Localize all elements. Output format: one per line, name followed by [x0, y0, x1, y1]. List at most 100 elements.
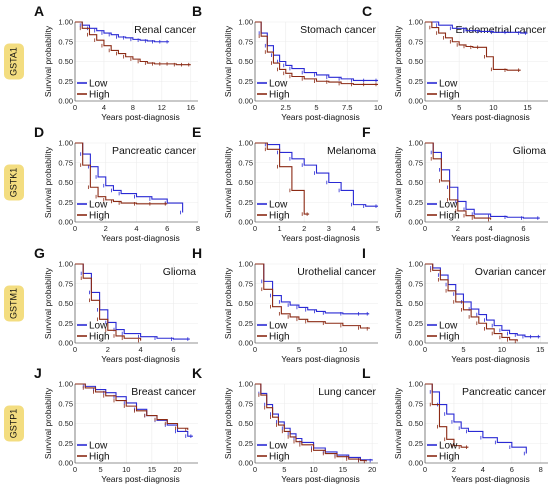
x-tick-label: 5 [376, 224, 380, 233]
y-tick-label: 0.25 [408, 319, 423, 328]
panel-letter: F [362, 124, 371, 140]
y-tick-label: 0.50 [58, 419, 73, 428]
panel-letter: D [34, 124, 44, 140]
y-tick-label: 0.00 [238, 459, 253, 468]
x-tick-label: 12 [158, 103, 166, 112]
y-tick-label: 0.25 [58, 77, 73, 86]
legend-label-low: Low [269, 200, 288, 211]
panel-letter: A [34, 3, 44, 19]
y-axis-label: Survival probability [393, 387, 403, 459]
x-tick-label: 5 [99, 465, 103, 474]
y-tick-label: 0.75 [238, 37, 253, 46]
km-curve-high [425, 142, 492, 220]
panel-title: Pancreatic cancer [462, 386, 547, 398]
y-tick-label: 0.00 [238, 218, 253, 227]
panel-letter: H [192, 245, 202, 261]
panel-letter: K [192, 365, 202, 381]
legend-label-low: Low [269, 79, 288, 90]
legend-label-high: High [439, 452, 460, 463]
y-tick-label: 0.00 [408, 218, 423, 227]
legend-label-high: High [269, 452, 290, 463]
y-tick-label: 0.25 [58, 198, 73, 207]
gene-badge-gstm1: GSTM1 [4, 285, 24, 322]
y-tick-label: 0.75 [58, 158, 73, 167]
panel-e: E 0.00 0.25 0.50 0.75 1.00 0 1 2 3 4 5 Survival prob… [192, 124, 380, 243]
x-tick-label: 10 [498, 345, 506, 354]
y-axis-label: Survival probability [223, 267, 233, 339]
km-curve-low [75, 263, 190, 340]
y-axis-label: Survival probability [223, 146, 233, 218]
gene-label: GSTP1 [8, 409, 18, 439]
panel-title: Urothelial cancer [297, 266, 376, 278]
x-tick-label: 2 [106, 345, 110, 354]
y-tick-label: 0.75 [58, 279, 73, 288]
y-tick-label: 0.25 [408, 198, 423, 207]
panel-l: L 0.00 0.25 0.50 0.75 1.00 0 2 4 6 8 Survival proba… [362, 365, 548, 484]
x-tick-label: 3 [327, 224, 331, 233]
y-tick-label: 1.00 [58, 18, 73, 27]
panel-f: F 0.00 0.25 0.50 0.75 1.00 0 2 4 6 Survival probab… [362, 124, 548, 243]
panel-i: I 0.00 0.25 0.50 0.75 1.00 0 5 10 15 Survival prob… [362, 245, 548, 364]
x-tick-label: 2.5 [281, 103, 291, 112]
y-tick-label: 0.75 [238, 279, 253, 288]
legend-label-high: High [439, 90, 460, 101]
x-axis-label: Years post-diagnosis [101, 474, 180, 484]
x-axis-label: Years post-diagnosis [281, 354, 360, 364]
legend-label-low: Low [89, 441, 108, 452]
x-axis-label: Years post-diagnosis [451, 233, 530, 243]
x-tick-label: 0 [253, 465, 257, 474]
panel-letter: C [362, 3, 372, 19]
y-tick-label: 0.75 [408, 37, 423, 46]
x-tick-label: 4 [481, 465, 485, 474]
y-axis-label: Survival probability [43, 25, 53, 97]
y-tick-label: 0.50 [408, 57, 423, 66]
gene-badge-gstk1: GSTK1 [4, 164, 24, 201]
panel-letter: E [192, 124, 201, 140]
km-curve-high [425, 263, 518, 342]
y-tick-label: 0.50 [408, 178, 423, 187]
legend-label-low: Low [439, 441, 458, 452]
x-tick-label: 2 [302, 224, 306, 233]
y-tick-label: 0.50 [238, 419, 253, 428]
legend-label-high: High [89, 452, 110, 463]
km-curve-high [255, 263, 370, 329]
x-tick-label: 0 [423, 345, 427, 354]
legend-label-low: Low [439, 200, 458, 211]
y-tick-label: 0.25 [58, 439, 73, 448]
y-tick-label: 0.00 [238, 97, 253, 106]
y-tick-label: 0.50 [408, 299, 423, 308]
panel-title: Stomach cancer [300, 24, 376, 36]
y-tick-label: 1.00 [408, 139, 423, 148]
km-curve-low [425, 21, 528, 34]
y-axis-label: Survival probability [43, 146, 53, 218]
gene-badge-gsta1: GSTA1 [4, 43, 24, 80]
km-curve-high [255, 142, 310, 215]
x-axis-label: Years post-diagnosis [101, 112, 180, 122]
legend-label-high: High [439, 332, 460, 343]
y-tick-label: 0.75 [238, 399, 253, 408]
gene-badge-bg [4, 405, 24, 442]
y-tick-label: 0.50 [408, 419, 423, 428]
x-axis-label: Years post-diagnosis [101, 354, 180, 364]
x-tick-label: 0 [253, 345, 257, 354]
y-tick-label: 0.25 [238, 77, 253, 86]
panel-j: J 0.00 0.25 0.50 0.75 1.00 0 5 10 15 20 Survival pr… [34, 365, 198, 484]
y-tick-label: 0.75 [408, 399, 423, 408]
km-curve-low [425, 263, 541, 338]
y-tick-label: 0.75 [408, 158, 423, 167]
x-tick-label: 6 [165, 224, 169, 233]
panel-title: Renal cancer [134, 24, 196, 36]
km-curve-low [255, 142, 378, 207]
km-curve-low [255, 263, 370, 315]
panel-title: Lung cancer [318, 386, 376, 398]
x-tick-label: 20 [368, 465, 376, 474]
x-tick-label: 6 [521, 224, 525, 233]
legend-label-low: Low [269, 321, 288, 332]
x-axis-label: Years post-diagnosis [451, 354, 530, 364]
x-tick-label: 0 [423, 103, 427, 112]
x-tick-label: 6 [510, 465, 514, 474]
km-curve-high [425, 21, 521, 71]
km-curve-high [255, 21, 378, 85]
y-tick-label: 0.50 [238, 178, 253, 187]
y-axis-label: Survival probability [43, 387, 53, 459]
